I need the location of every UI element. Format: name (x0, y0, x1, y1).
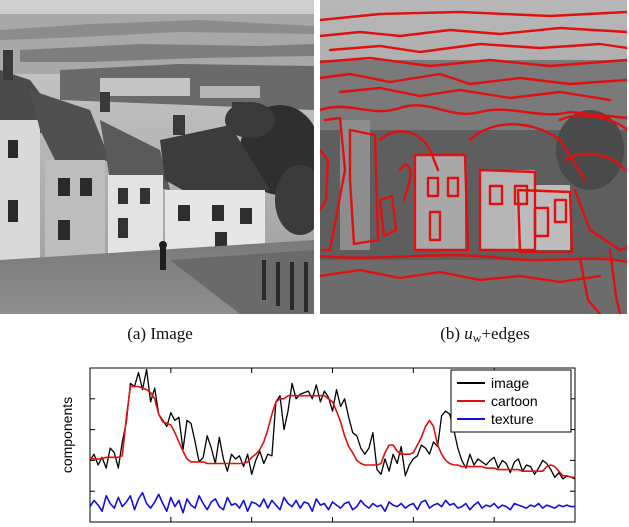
caption-a: (a) Image (110, 324, 210, 344)
y-axis-label: components (59, 397, 75, 473)
legend-box (450, 369, 572, 433)
legend-label-cartoon: cartoon (491, 393, 538, 409)
caption-b-prefix: (b) (440, 324, 461, 343)
components-chart-svg: components image cartoon texture (59, 367, 576, 523)
chart-series (89, 368, 576, 514)
edge-overlay (320, 10, 627, 314)
photo-image-panel (0, 0, 314, 314)
series-line-cartoon (90, 385, 575, 479)
chart-axes: components (59, 367, 576, 523)
edges-image-panel (320, 0, 627, 314)
photo-village-image (0, 0, 314, 314)
cartoon-with-edges-image (320, 0, 627, 314)
caption-a-text: Image (150, 324, 193, 343)
caption-b-suffix: +edges (481, 324, 530, 343)
legend-label-image: image (491, 375, 529, 391)
caption-b-sub: w (472, 331, 482, 345)
legend-label-texture: texture (491, 411, 534, 427)
chart-legend: image cartoon texture (450, 369, 572, 433)
components-chart: components image cartoon texture (58, 362, 583, 527)
series-line-texture (89, 491, 575, 514)
series-line-image (89, 368, 576, 480)
caption-b: (b) uw+edges (410, 324, 560, 346)
caption-a-prefix: (a) (127, 324, 147, 343)
caption-b-math: u (464, 324, 473, 343)
